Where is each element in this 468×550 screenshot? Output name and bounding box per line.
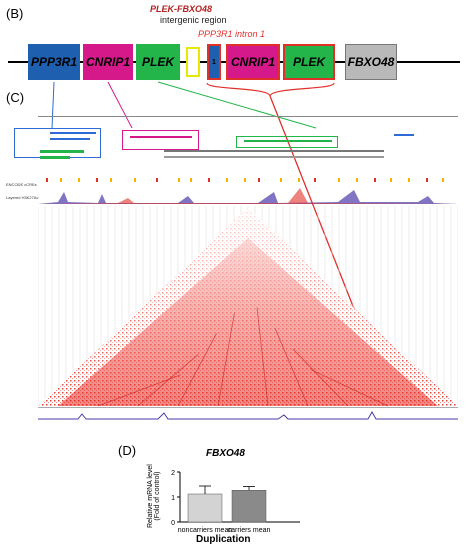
gene-cnrip1-label: CNRIP1: [85, 55, 130, 69]
enhancer-track-2: [40, 156, 70, 159]
intergenic-box: [186, 47, 200, 77]
ppp3r1-transcript-2: [50, 138, 90, 140]
dup-cnrip1-box: CNRIP1: [226, 44, 280, 80]
ccre-mark: [374, 178, 376, 182]
hic-triangle: [38, 208, 458, 407]
ccre-mark: [280, 178, 282, 182]
ccre-mark: [356, 178, 358, 182]
ccre-mark: [134, 178, 136, 182]
h3k27ac-signal: [38, 190, 458, 204]
dup-bracket: [206, 82, 335, 97]
intergenic-subtitle: intergenic region: [160, 15, 227, 25]
hic-stripe: [274, 328, 309, 407]
gene-ppp3r1-label: PPP3R1: [30, 55, 78, 69]
hic-stripe: [177, 333, 217, 407]
hic-triangle-fade: [38, 208, 458, 406]
chart-xlabel: Duplication: [196, 534, 251, 545]
bar: [187, 493, 223, 523]
hic-stripe: [310, 369, 389, 407]
dup-plek-box: PLEK: [283, 44, 335, 80]
chart-ylabel-line2: (Fold of control): [154, 471, 161, 521]
ccre-mark: [408, 178, 410, 182]
ccre-mark: [390, 178, 392, 182]
chart-ylabel-line1: Relative mRNA level: [147, 464, 154, 528]
gene-ppp3r1: PPP3R1: [28, 44, 80, 80]
hic-stripe: [97, 374, 181, 407]
dup-ppp3r1-intron-box: 1: [207, 44, 221, 80]
ccre-mark: [208, 178, 210, 182]
ccre-mark: [258, 178, 260, 182]
ccre-marks: [46, 178, 444, 182]
gene-plek-label: PLEK: [141, 55, 174, 69]
hic-stripe: [217, 312, 235, 407]
enhancer-track-1: [40, 150, 84, 153]
gene-fbxo48: FBXO48: [345, 44, 397, 80]
green-connector-line: [157, 81, 317, 129]
ccre-mark: [110, 178, 112, 182]
ccre-mark: [190, 178, 192, 182]
dup-plek-label: PLEK: [292, 55, 325, 69]
hic-stripe: [137, 353, 199, 407]
ccre-mark: [178, 178, 180, 182]
bottom-signal-track: [38, 410, 458, 420]
x-tick-label: carriers mean: [228, 527, 271, 534]
genome-browser: ENCODE cCREs Layered H3K27Ac: [4, 116, 464, 420]
ccre-and-h3k27ac-tracks: [38, 178, 458, 204]
y-tick-label: 1: [171, 495, 175, 502]
ppp3r1-transcript: [50, 132, 96, 134]
gene-plek: PLEK: [136, 44, 180, 80]
ccre-mark: [442, 178, 444, 182]
chart-ylabel: Relative mRNA level (Fold of control): [147, 464, 161, 528]
gene-cnrip1: CNRIP1: [83, 44, 133, 80]
dup-cnrip1-label: CNRIP1: [230, 55, 275, 69]
hic-baseline: [38, 407, 458, 408]
track-label-h3k27ac: Layered H3K27Ac: [6, 195, 39, 200]
ccre-mark: [314, 178, 316, 182]
regulatory-track: [164, 156, 384, 158]
panel-d-label: (D): [118, 443, 137, 458]
hic-stripe: [256, 307, 269, 407]
ccre-mark: [226, 178, 228, 182]
ccre-mark: [244, 178, 246, 182]
panel-c-label: (C): [6, 90, 25, 105]
ccre-mark: [298, 178, 300, 182]
bottom-signal: [38, 410, 458, 420]
ccre-mark: [426, 178, 428, 182]
ccre-mark: [338, 178, 340, 182]
plek-transcript: [244, 140, 332, 142]
cnrip1-transcript: [130, 136, 192, 138]
fbxo48-transcript: [394, 134, 414, 136]
cnrip1-track-box: [122, 130, 199, 150]
x-tick-label: noncarriers mean: [178, 527, 233, 534]
refseq-track: [164, 150, 384, 152]
ccre-mark: [60, 178, 62, 182]
plek-track-box: [236, 136, 338, 148]
ccre-mark: [78, 178, 80, 182]
dup-intron-number: 1: [212, 58, 216, 66]
ccre-mark: [156, 178, 158, 182]
intron-label: PPP3R1 intron 1: [198, 29, 266, 39]
magenta-connector-line: [107, 81, 133, 129]
ccre-mark: [46, 178, 48, 182]
gene-fbxo48-label: FBXO48: [347, 55, 395, 69]
ccre-mark: [96, 178, 98, 182]
y-tick-label: 0: [171, 520, 175, 527]
panel-b-label: (B): [6, 6, 24, 21]
chart-title: FBXO48: [206, 448, 245, 459]
y-tick-label: 2: [171, 470, 175, 477]
scale-line: [38, 116, 458, 117]
track-label-ccres: ENCODE cCREs: [6, 182, 37, 187]
hic-stripe: [292, 348, 349, 407]
blue-connector-line: [51, 81, 55, 129]
intergenic-title: PLEK-FBXO48: [150, 4, 213, 14]
bar: [231, 490, 267, 523]
hic-diagonal-stripes: [97, 307, 389, 407]
